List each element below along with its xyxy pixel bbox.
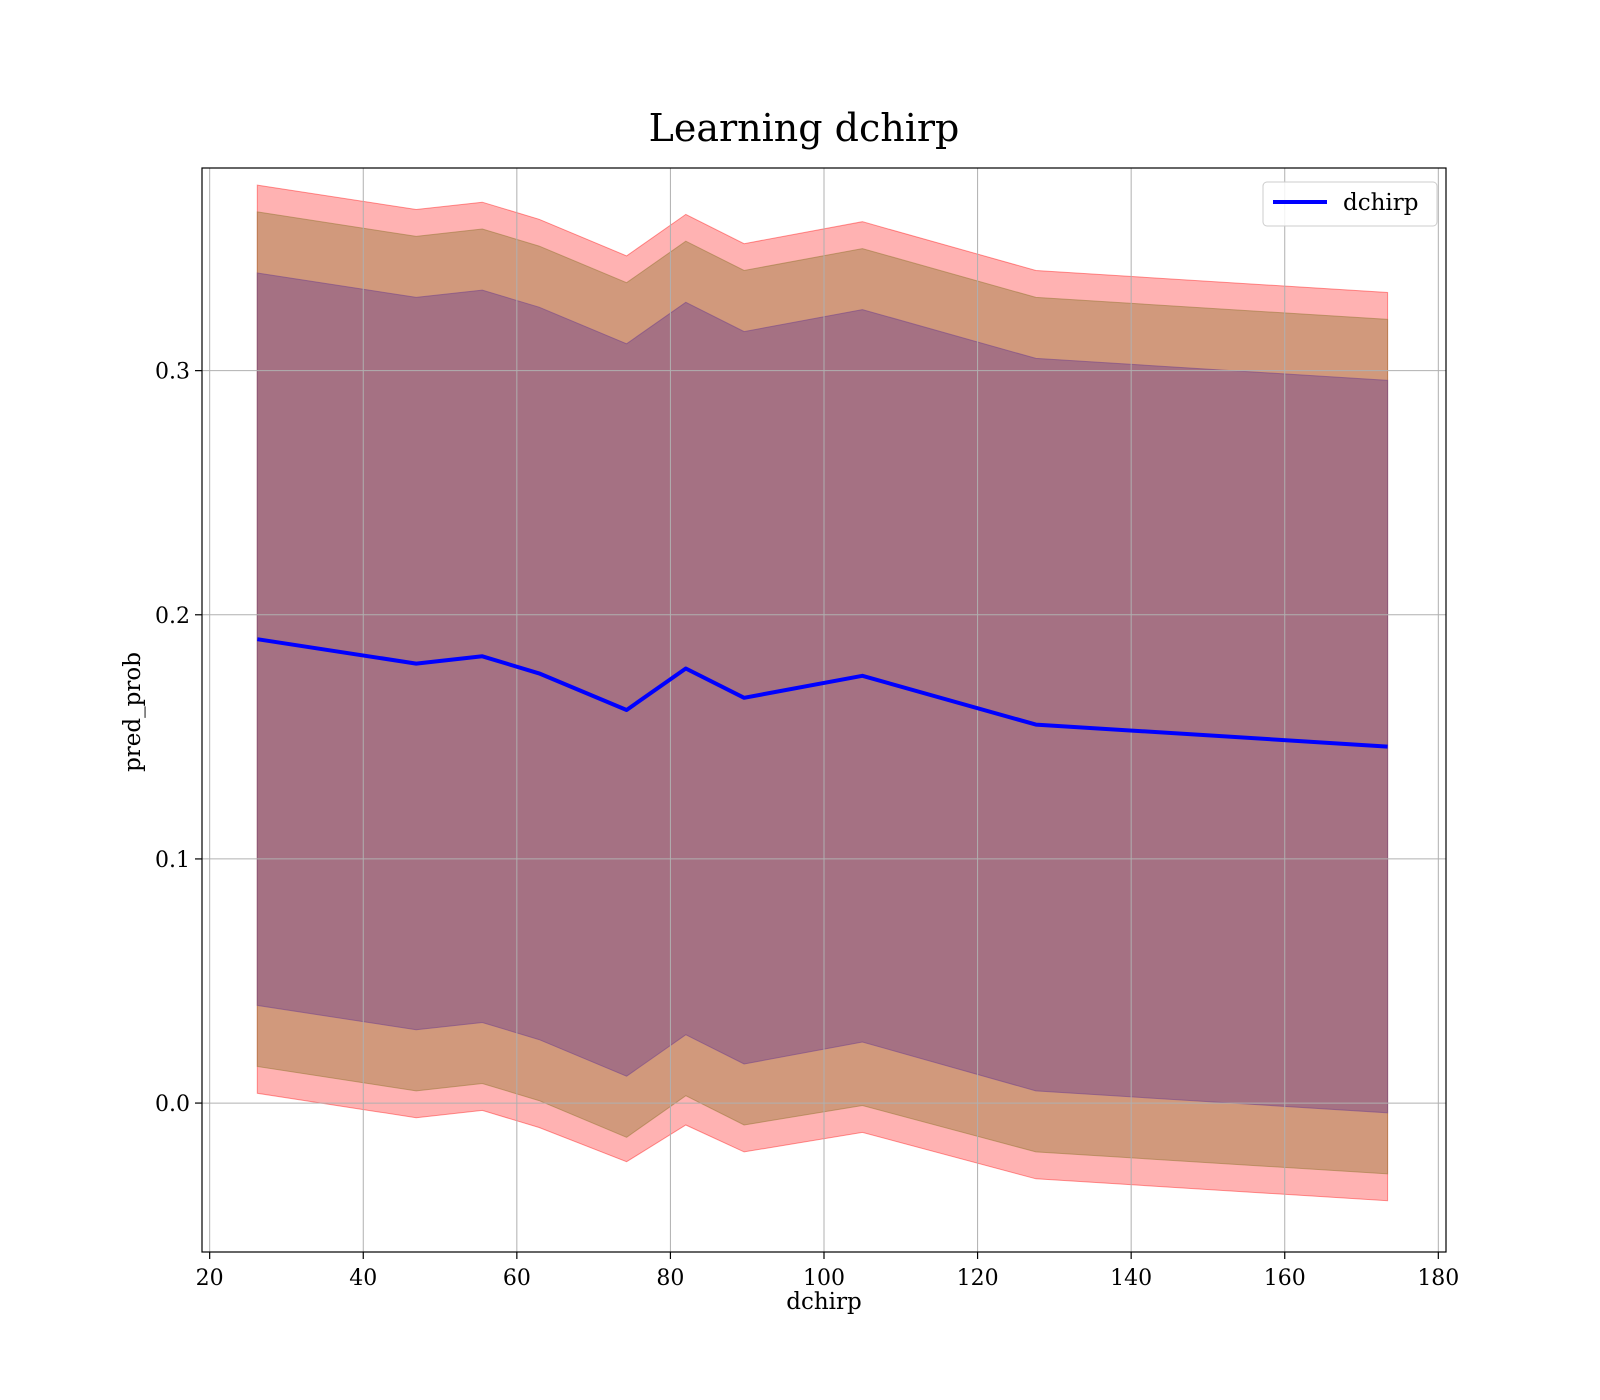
confidence-bands <box>256 184 1389 1202</box>
legend: dchirp <box>1262 181 1438 227</box>
y-axis-ticks: 0.0 0.1 0.2 0.3 <box>155 360 202 1117</box>
x-tick-label: 140 <box>1110 1266 1152 1291</box>
y-tick-label: 0.2 <box>155 604 190 629</box>
chart-title: Learning dchirp <box>649 106 960 150</box>
legend-label-dchirp: dchirp <box>1343 190 1419 216</box>
x-tick-label: 60 <box>503 1266 531 1291</box>
x-tick-label: 80 <box>656 1266 684 1291</box>
x-tick-label: 160 <box>1264 1266 1306 1291</box>
series-lines <box>256 637 1388 749</box>
x-axis-ticks: 20 40 60 80 100 120 140 160 180 <box>196 1252 1459 1291</box>
series-line-dchirp <box>256 637 1388 749</box>
legend-box <box>1262 181 1438 227</box>
x-tick-label: 120 <box>957 1266 999 1291</box>
confidence-band-3 <box>256 272 1389 1114</box>
plot-area <box>201 167 1447 1253</box>
x-tick-label: 20 <box>196 1266 224 1291</box>
x-tick-label: 180 <box>1417 1266 1459 1291</box>
y-axis-label: pred_prob <box>120 652 146 772</box>
y-tick-label: 0.3 <box>155 360 190 385</box>
x-axis-label: dchirp <box>786 1289 862 1315</box>
y-tick-label: 0.1 <box>155 848 190 873</box>
x-tick-label: 100 <box>803 1266 845 1291</box>
y-tick-label: 0.0 <box>155 1092 190 1117</box>
x-tick-label: 40 <box>349 1266 377 1291</box>
